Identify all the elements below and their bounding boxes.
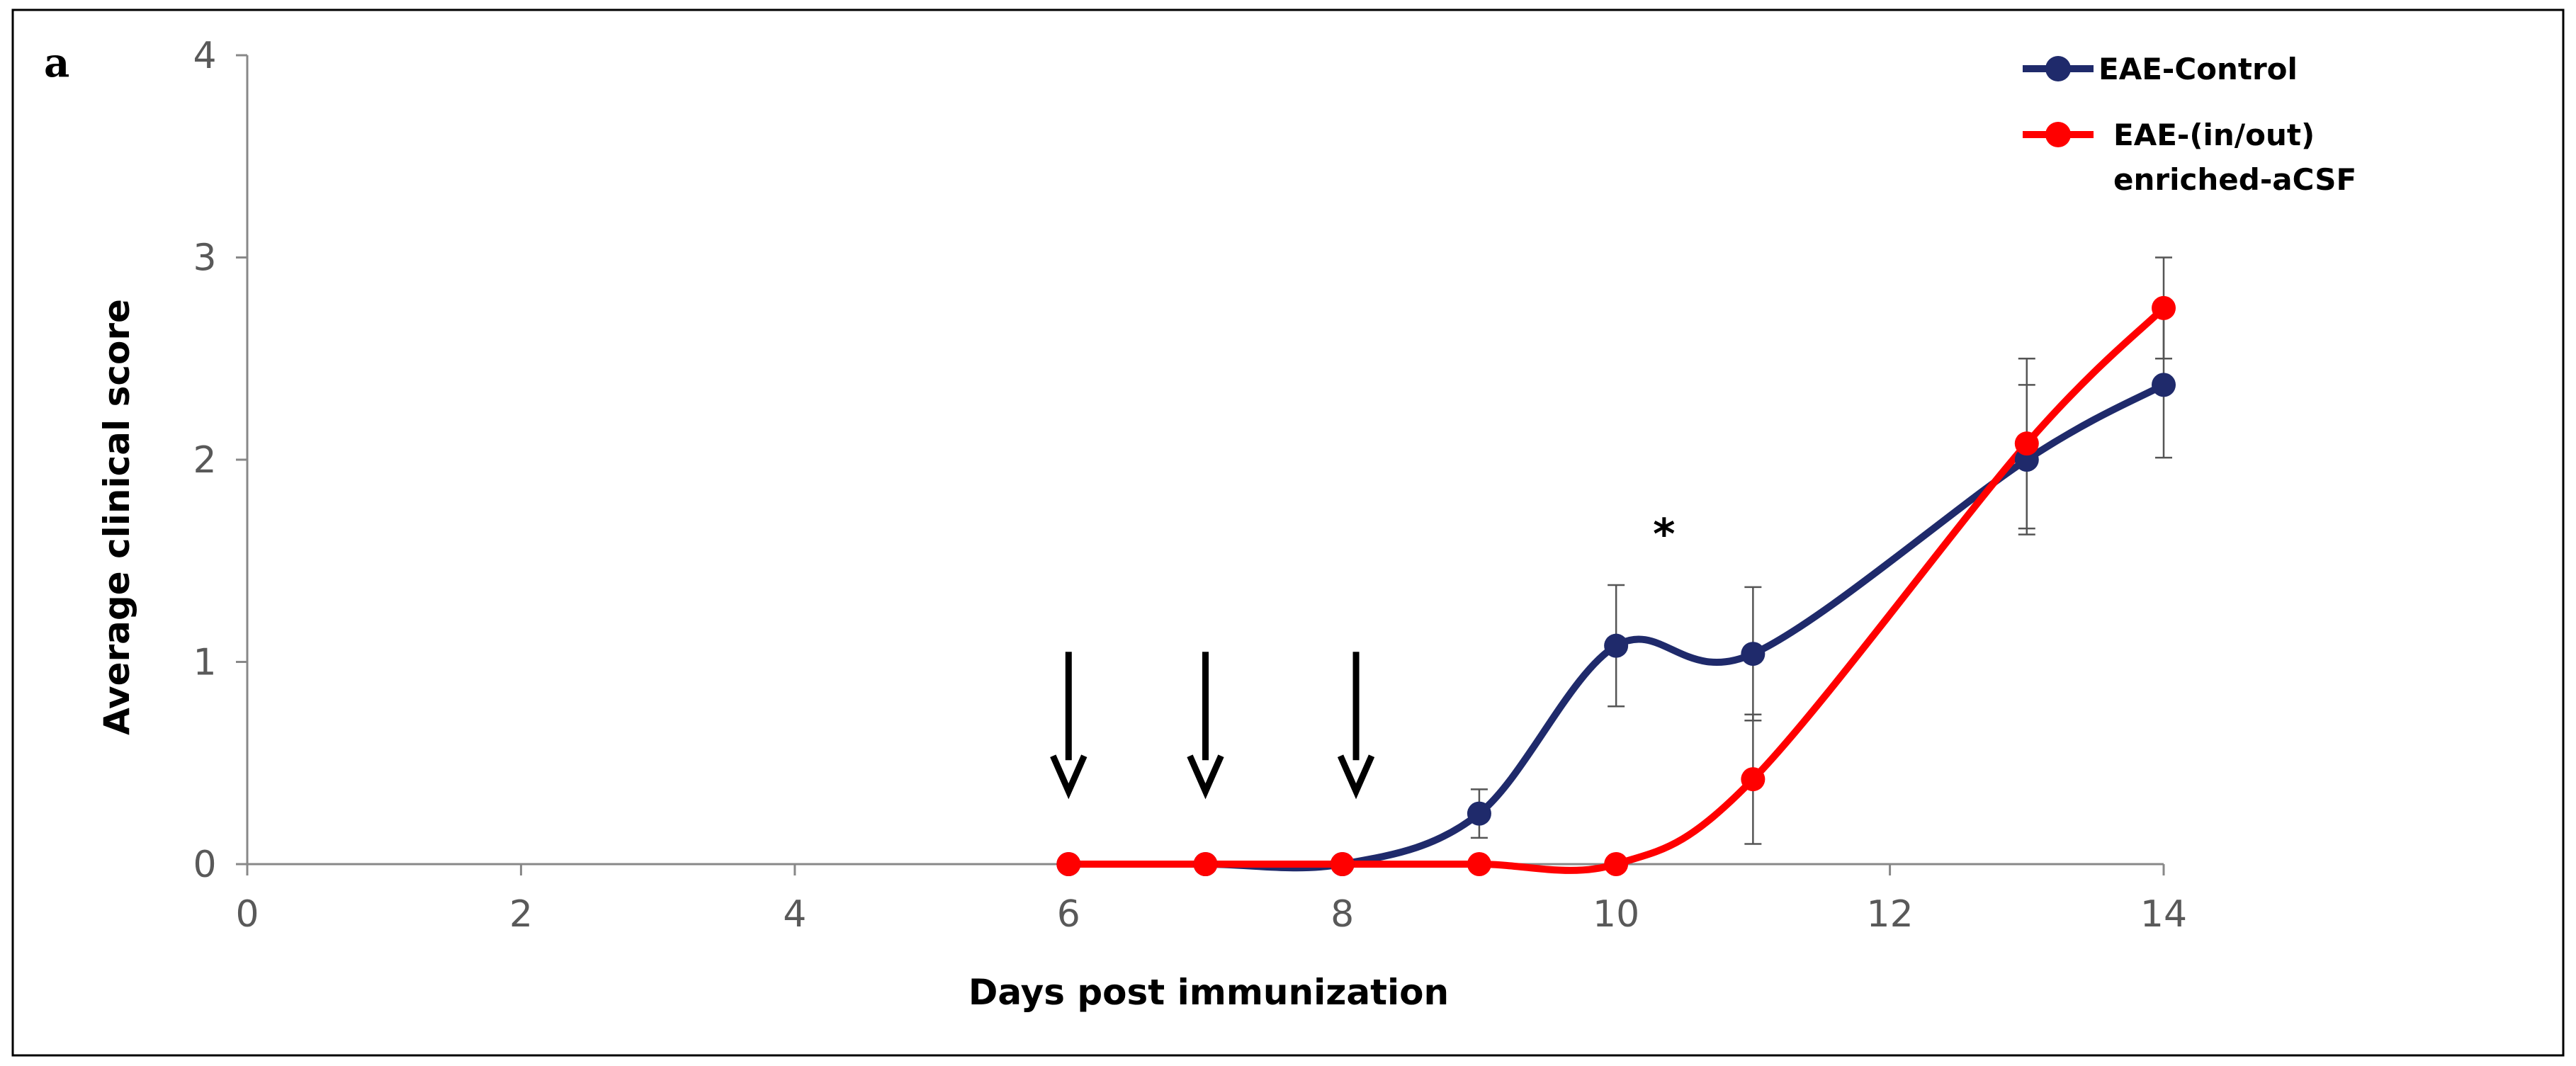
legend-swatch-control-marker <box>2045 56 2071 81</box>
arrow-head <box>1187 754 1224 800</box>
legend-label-control: EAE-Control <box>2098 52 2298 86</box>
x-tick-label: 8 <box>1331 893 1354 936</box>
significance-asterisk: * <box>1653 510 1675 560</box>
panel-label: a <box>44 40 69 86</box>
data-point-series-1 <box>2014 431 2039 456</box>
arrow-head <box>1337 754 1375 800</box>
y-ticks: 0 1 2 3 4 <box>193 35 247 886</box>
x-tick-label: 2 <box>509 893 533 936</box>
y-tick-label: 4 <box>193 35 216 77</box>
figure-frame <box>11 8 2565 1057</box>
y-tick-label: 0 <box>193 844 216 886</box>
arrow-head <box>1050 754 1088 800</box>
data-point-series-1 <box>2152 295 2176 320</box>
data-point-series-1 <box>1467 852 1491 876</box>
data-point-series-0 <box>1604 633 1629 658</box>
series-points <box>1056 295 2176 876</box>
data-point-series-0 <box>1741 642 1766 667</box>
x-tick-label: 6 <box>1057 893 1080 936</box>
data-point-series-1 <box>1330 852 1355 876</box>
x-tick-label: 4 <box>783 893 806 936</box>
x-tick-label: 0 <box>235 893 259 936</box>
x-tick-label: 12 <box>1866 893 1913 936</box>
data-point-series-1 <box>1604 852 1629 876</box>
data-point-series-1 <box>1741 767 1766 792</box>
legend-item-enriched: EAE-(in/out) enriched-aCSF <box>2023 118 2356 197</box>
legend-item-control: EAE-Control <box>2023 52 2298 86</box>
data-point-series-0 <box>2152 373 2176 397</box>
legend-swatch-enriched-marker <box>2045 122 2071 147</box>
data-point-series-0 <box>1467 801 1491 826</box>
x-tick-label: 10 <box>1593 893 1639 936</box>
x-ticks: 0 2 4 6 8 10 12 14 <box>235 864 2187 936</box>
x-tick-label: 14 <box>2140 893 2187 936</box>
x-axis-title: Days post immunization <box>968 972 1449 1013</box>
y-tick-label: 3 <box>193 237 216 280</box>
y-tick-label: 1 <box>193 642 216 684</box>
treatment-arrows <box>1050 652 1375 800</box>
legend-label-enriched-line1: EAE-(in/out) <box>2113 118 2315 152</box>
legend: EAE-Control EAE-(in/out) enriched-aCSF <box>2023 52 2356 197</box>
y-axis-title: Average clinical score <box>96 299 137 735</box>
data-point-series-1 <box>1056 852 1081 876</box>
y-tick-label: 2 <box>193 439 216 482</box>
legend-label-enriched-line2: enriched-aCSF <box>2113 162 2356 197</box>
data-point-series-1 <box>1193 852 1218 876</box>
